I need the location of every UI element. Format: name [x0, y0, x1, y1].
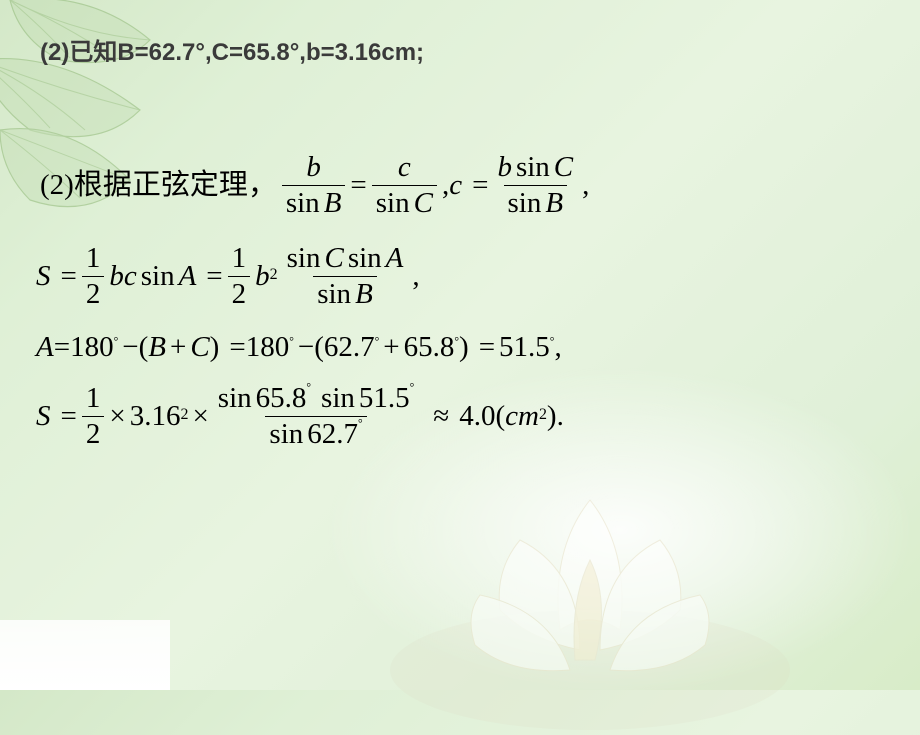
- val-627: 62.7: [307, 418, 358, 450]
- sin: sin: [287, 242, 321, 274]
- rparen: ): [459, 333, 469, 362]
- exp-2: 2: [180, 407, 188, 423]
- lparen: (: [139, 333, 149, 362]
- exp-2: 2: [539, 407, 547, 423]
- fraction-sinCsinA-over-sinB: sinCsinA sinB: [283, 244, 408, 309]
- equals: =: [229, 333, 245, 362]
- num-c: c: [398, 151, 411, 183]
- num-b: b: [306, 151, 321, 183]
- text-cn: 根据正弦定理，: [74, 171, 277, 200]
- sin: sin: [321, 382, 355, 414]
- var-B: B: [324, 187, 342, 219]
- bottom-white-bar: [0, 620, 170, 690]
- times: ×: [109, 402, 125, 431]
- var-B: B: [355, 278, 373, 310]
- equals: =: [206, 262, 222, 291]
- sin: sin: [508, 187, 542, 219]
- var-c: c: [449, 171, 462, 200]
- plus: +: [170, 333, 186, 362]
- solution-line-1: (2) 根据正弦定理， b sinB = c sinC , c = bsinC …: [40, 153, 890, 218]
- var-C: C: [414, 187, 433, 219]
- slide-content: (2)已知B=62.7°,C=65.8°,b=3.16cm; (2) 根据正弦定…: [40, 32, 890, 475]
- degree: °: [114, 336, 119, 348]
- approx: ≈: [433, 402, 449, 431]
- var-S: S: [36, 262, 51, 291]
- sin: sin: [286, 187, 320, 219]
- degree: °: [550, 336, 555, 348]
- degree: °: [358, 417, 363, 430]
- val-515: 51.5: [359, 382, 410, 414]
- solution-line-2: S = 1 2 bc sin A = 1 2 b2 sinCsinA sinB …: [36, 244, 890, 309]
- var-B: B: [545, 187, 563, 219]
- val-180: 180: [246, 333, 290, 362]
- equals: =: [479, 333, 495, 362]
- exp-2: 2: [270, 267, 278, 283]
- var-B: B: [148, 333, 166, 362]
- sin: sin: [317, 278, 351, 310]
- fraction-half-2: 1 2: [228, 244, 251, 309]
- times: ×: [192, 402, 208, 431]
- fraction-half: 1 2: [82, 384, 105, 449]
- problem-statement: (2)已知B=62.7°,C=65.8°,b=3.16cm;: [40, 32, 890, 67]
- degree: °: [306, 381, 311, 394]
- comma: ,: [442, 171, 449, 200]
- solution-line-4: S = 1 2 × 3.162 × sin65.8°sin51.5° sin62…: [36, 384, 890, 449]
- comma: ,: [582, 171, 589, 200]
- label: (2): [40, 171, 74, 200]
- num-1: 1: [82, 384, 105, 416]
- minus: −: [122, 333, 138, 362]
- sin: sin: [376, 187, 410, 219]
- solution-line-3: A = 180° − (B + C) = 180° − (62.7° + 65.…: [36, 333, 890, 362]
- val-180: 180: [70, 333, 114, 362]
- var-A: A: [36, 333, 54, 362]
- comma: ,: [412, 262, 419, 291]
- sin: sin: [141, 262, 175, 291]
- var-b: b: [497, 151, 512, 183]
- val-658: 65.8: [256, 382, 307, 414]
- unit-cm: cm: [505, 402, 539, 431]
- comma: ,: [554, 333, 561, 362]
- sin: sin: [218, 382, 252, 414]
- var-C: C: [554, 151, 573, 183]
- equals: =: [61, 262, 77, 291]
- equals: =: [54, 333, 70, 362]
- val-B: 62.7: [324, 333, 375, 362]
- lparen: (: [314, 333, 324, 362]
- den-2: 2: [82, 276, 105, 309]
- degree: °: [410, 381, 415, 394]
- sin: sin: [269, 418, 303, 450]
- minus: −: [298, 333, 314, 362]
- fraction-numeric: sin65.8°sin51.5° sin62.7°: [214, 384, 418, 449]
- fraction-c-over-sinC: c sinC: [372, 153, 437, 218]
- den-2: 2: [228, 276, 251, 309]
- num-1: 1: [228, 244, 251, 276]
- degree: °: [454, 336, 459, 348]
- plus: +: [383, 333, 399, 362]
- equals: =: [350, 171, 366, 200]
- fraction-half: 1 2: [82, 244, 105, 309]
- var-A: A: [386, 242, 404, 274]
- degree: °: [375, 336, 380, 348]
- var-b: b: [255, 262, 270, 291]
- equals: =: [61, 402, 77, 431]
- var-S: S: [36, 402, 51, 431]
- var-C: C: [324, 242, 343, 274]
- val-b: 3.16: [130, 402, 181, 431]
- num-1: 1: [82, 244, 105, 276]
- result-val: 4.0(: [459, 402, 505, 431]
- rparen: ): [210, 333, 220, 362]
- var-A: A: [179, 262, 197, 291]
- den-2: 2: [82, 416, 105, 449]
- result-close: ).: [547, 402, 564, 431]
- var-C: C: [190, 333, 209, 362]
- sin: sin: [348, 242, 382, 274]
- equals: =: [472, 171, 488, 200]
- val-A: 51.5: [499, 333, 550, 362]
- fraction-bsinC-over-sinB: bsinC sinB: [493, 153, 577, 218]
- degree: °: [289, 336, 294, 348]
- sin: sin: [516, 151, 550, 183]
- fraction-b-over-sinB: b sinB: [282, 153, 346, 218]
- val-C: 65.8: [404, 333, 455, 362]
- vars-bc: bc: [109, 262, 136, 291]
